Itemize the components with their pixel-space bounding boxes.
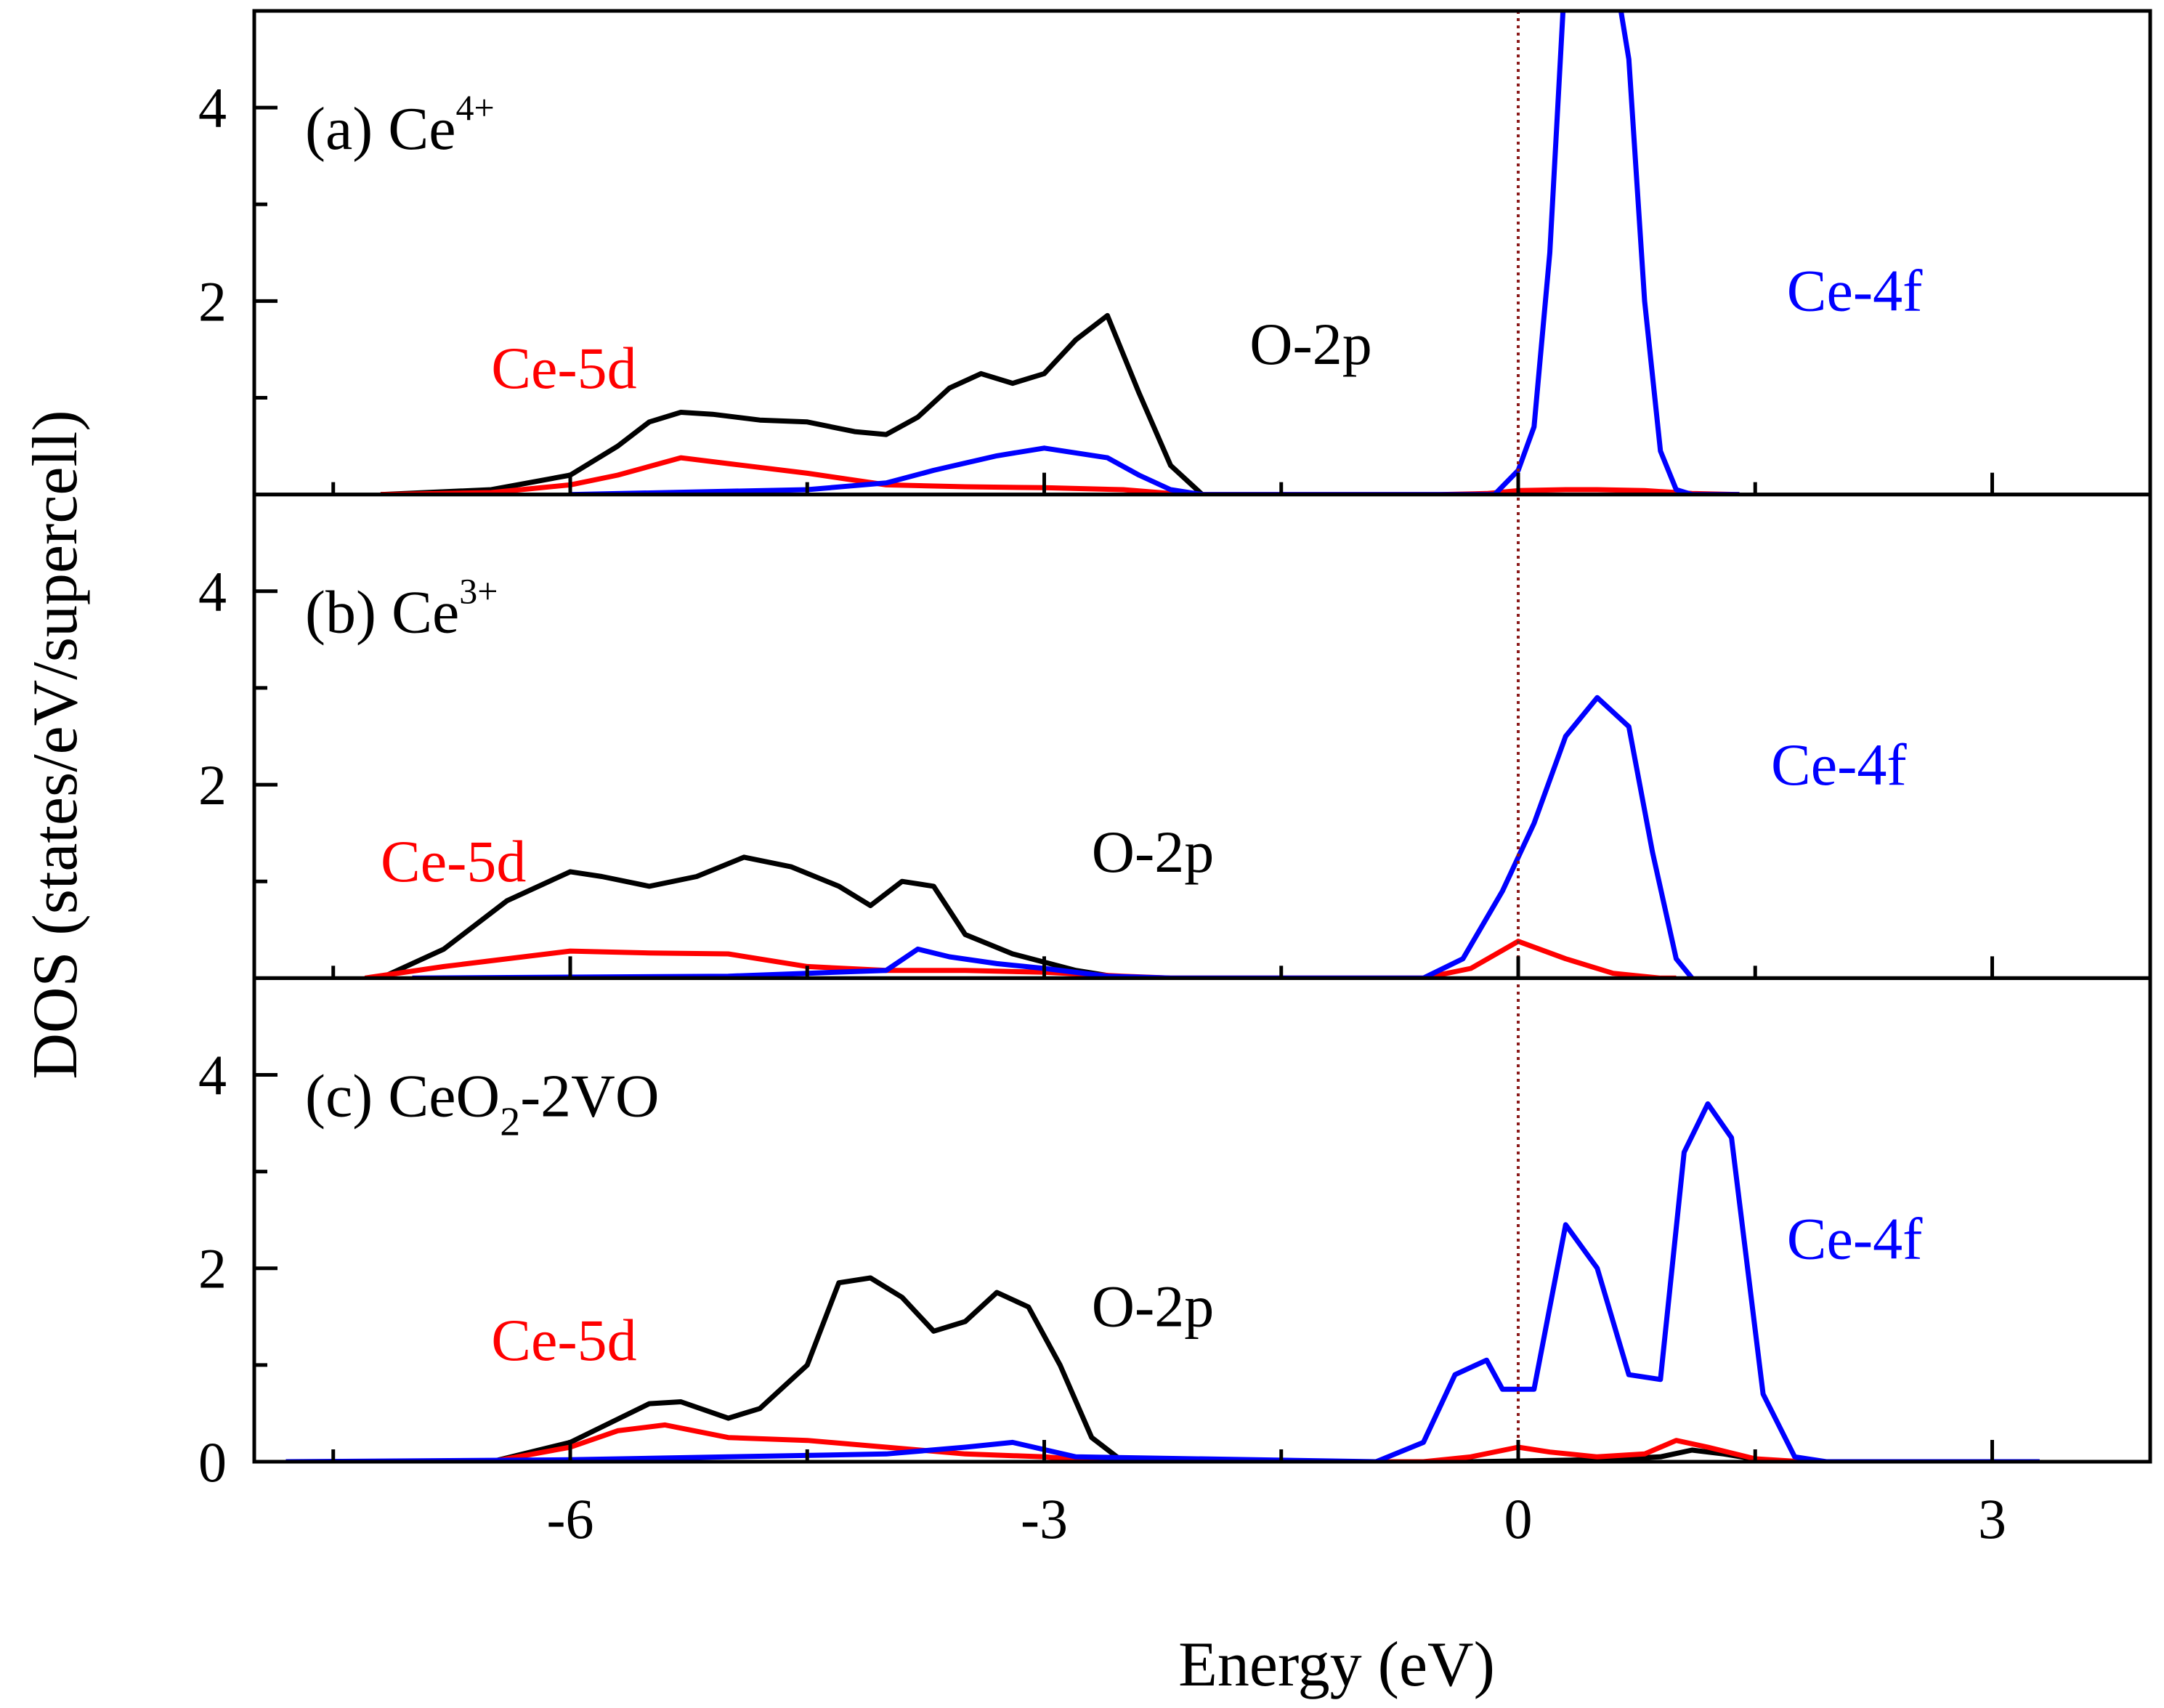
panel-b-curve-o-2p xyxy=(379,854,1124,979)
panel-b-ytick-label-2: 2 xyxy=(198,753,227,817)
panel-b-ytick-label-4: 4 xyxy=(198,560,227,623)
panel-a-annotation-ce-4f: Ce-4f xyxy=(1787,258,1923,324)
panel-b-annotation-o-2p: O-2p xyxy=(1092,819,1215,885)
panel-c-annotation-ce-4f: Ce-4f xyxy=(1787,1205,1923,1271)
panel-a-label: (a) Ce4+ xyxy=(305,87,495,163)
x-axis-title: Energy (eV) xyxy=(1178,1630,1495,1700)
panel-c-annotation-o-2p: O-2p xyxy=(1092,1274,1215,1340)
panel-a-annotation-o-2p: O-2p xyxy=(1249,311,1372,377)
panel-a-ytick-label-2: 2 xyxy=(198,270,227,333)
panel-c-ytick-label-4: 4 xyxy=(198,1043,227,1106)
panel-a-curve-o-2p xyxy=(380,312,1204,495)
text-layer: 2 4 (a) Ce4+ Ce-5d O-2p Ce-4f 2 4 (b) Ce3+ Ce-5d O… xyxy=(198,76,2006,1550)
panel-b-label: (b) Ce3+ xyxy=(305,571,498,647)
panel-c-annotation-ce-5d: Ce-5d xyxy=(491,1307,636,1373)
panel-a-frame xyxy=(252,9,2152,497)
panel-c-curve-ce-4f xyxy=(285,1101,2040,1462)
xtick-label-0: 0 xyxy=(1504,1487,1533,1550)
y-axis-title: DOS (states/eV/supercell) xyxy=(20,410,91,1079)
panel-c-curve-o-2p xyxy=(490,1275,1772,1462)
panel-c-ytick-label-0: 0 xyxy=(198,1430,227,1494)
panel-a-annotation-ce-5d: Ce-5d xyxy=(491,335,636,401)
xtick-label-3: 3 xyxy=(1978,1487,2006,1550)
frames-layer xyxy=(252,9,2152,1464)
xtick-label--6: -6 xyxy=(547,1487,594,1550)
panel-b-curve-ce-5d xyxy=(364,939,1677,979)
panel-b-curve-ce-4f xyxy=(412,695,1695,979)
panel-c-frame xyxy=(252,976,2152,1464)
curves-layer xyxy=(285,11,2040,1462)
xtick-label--3: -3 xyxy=(1021,1487,1068,1550)
panel-b-annotation-ce-4f: Ce-4f xyxy=(1771,732,1907,798)
panel-a-curve-ce-4f xyxy=(570,11,1740,495)
panel-b-annotation-ce-5d: Ce-5d xyxy=(381,828,526,894)
panel-a-curve-ce-5d xyxy=(380,455,1740,495)
panel-a-ytick-label-4: 4 xyxy=(198,76,227,139)
panel-c-label: (c) CeO2-2VO xyxy=(305,1062,660,1144)
ticks-layer xyxy=(254,105,1994,1464)
panel-c-ytick-label-2: 2 xyxy=(198,1237,227,1300)
